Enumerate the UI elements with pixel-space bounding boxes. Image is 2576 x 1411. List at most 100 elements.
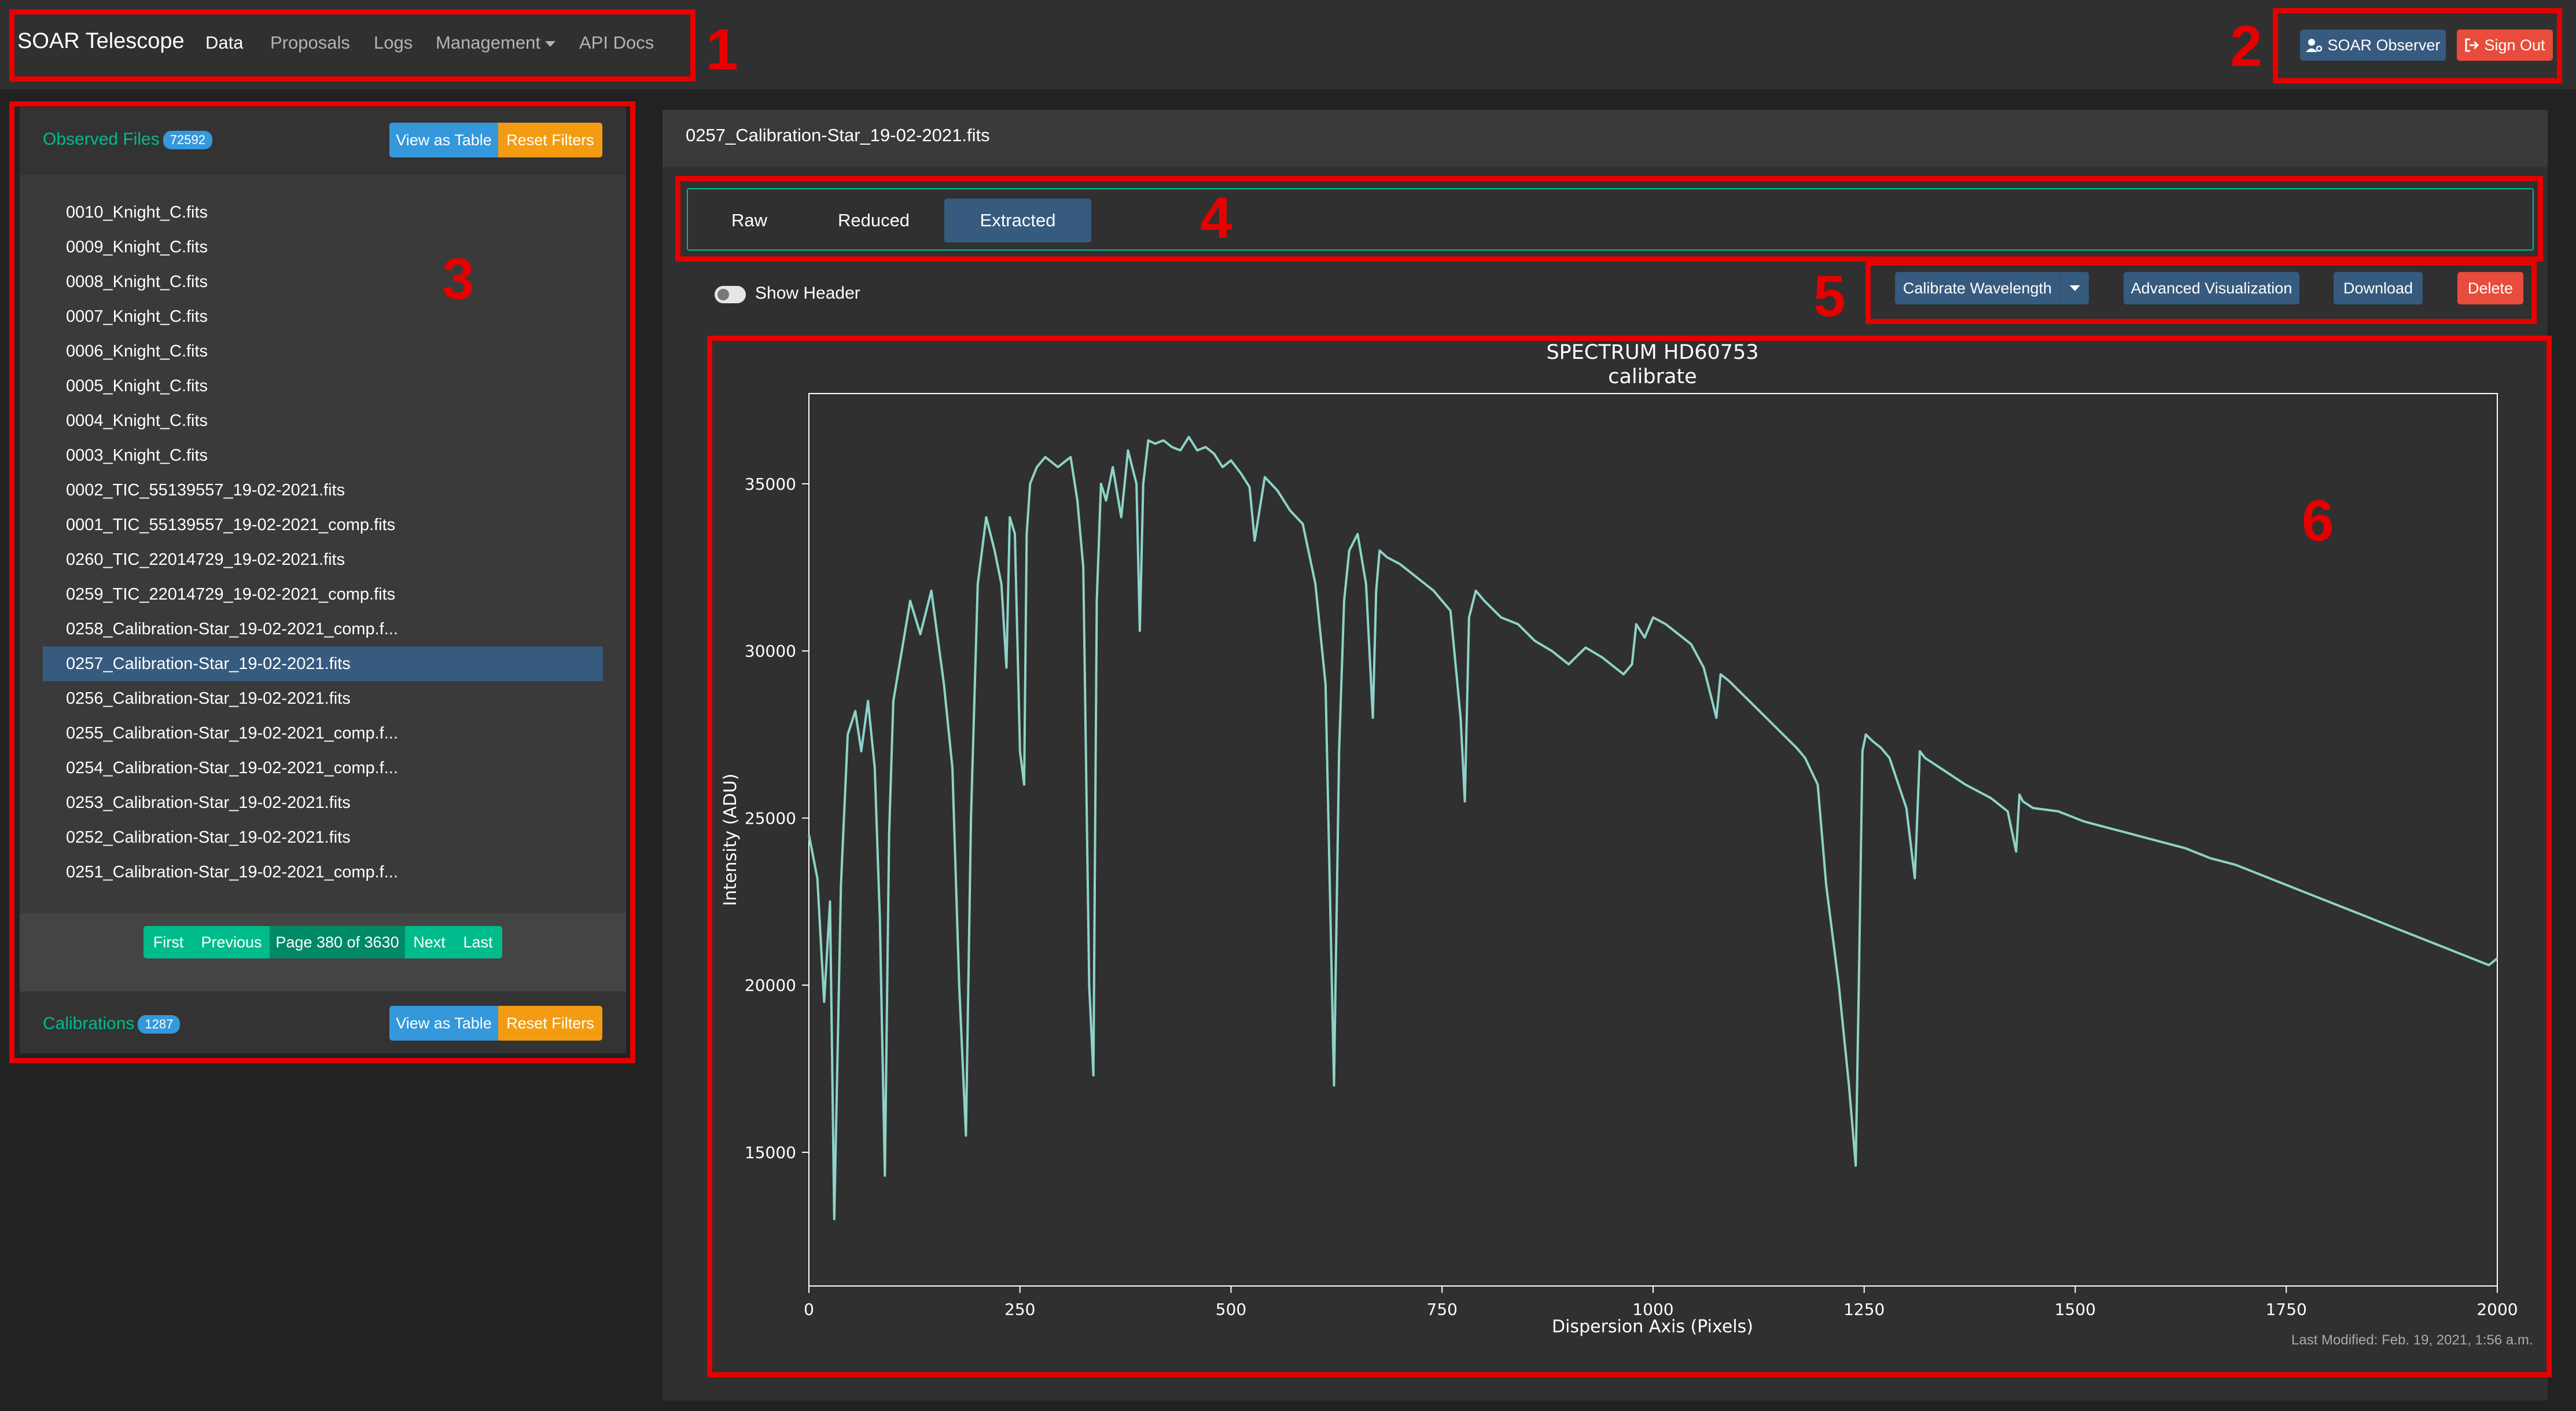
- x-tick-label: 1250: [1843, 1300, 1885, 1319]
- annotation-label-5: 5: [1813, 264, 1846, 329]
- chevron-down-icon: [2069, 285, 2080, 291]
- user-cog-icon: [2306, 39, 2323, 52]
- y-tick-label: 15000: [745, 1143, 796, 1162]
- pager-first[interactable]: First: [143, 926, 193, 958]
- nav-management[interactable]: Management: [436, 32, 555, 53]
- file-list-item[interactable]: 0254_Calibration-Star_19-02-2021_comp.f.…: [66, 759, 398, 777]
- tab-raw[interactable]: Raw: [731, 210, 767, 230]
- calibrate-dropdown-toggle[interactable]: [2060, 272, 2089, 304]
- advanced-visualization-button[interactable]: Advanced Visualization: [2124, 272, 2299, 304]
- nav-logs[interactable]: Logs: [374, 32, 413, 53]
- sign-out-icon: [2465, 38, 2479, 52]
- chart-title: SPECTRUM HD60753: [1546, 341, 1758, 364]
- annotation-label-1: 1: [706, 17, 738, 82]
- x-tick-label: 500: [1216, 1300, 1246, 1319]
- y-axis-ticks: 15000 20000 25000 30000 35000: [745, 475, 809, 1162]
- file-title: 0257_Calibration-Star_19-02-2021.fits: [686, 125, 990, 145]
- x-tick-label: 0: [804, 1300, 814, 1319]
- y-tick-label: 25000: [745, 809, 796, 828]
- x-tick-label: 2000: [2476, 1300, 2518, 1319]
- file-detail-header: [663, 110, 2548, 167]
- calibrations-title[interactable]: Calibrations 1287: [43, 1014, 181, 1034]
- annotation-label-6: 6: [2302, 488, 2334, 553]
- observed-files-title[interactable]: Observed Files 72592: [43, 130, 212, 150]
- show-header-toggle-knob: [717, 289, 729, 300]
- chevron-down-icon: [544, 41, 555, 47]
- file-list-item[interactable]: 0256_Calibration-Star_19-02-2021.fits: [66, 689, 351, 708]
- file-list-item[interactable]: 0010_Knight_C.fits: [66, 203, 208, 222]
- observed-files-count-badge: 72592: [163, 131, 212, 150]
- annotation-box-4: [675, 176, 2543, 262]
- file-list-item[interactable]: 0002_TIC_55139557_19-02-2021.fits: [66, 481, 345, 499]
- file-list-item[interactable]: 0006_Knight_C.fits: [66, 342, 208, 361]
- delete-button[interactable]: Delete: [2457, 272, 2523, 304]
- file-list-item[interactable]: 0259_TIC_22014729_19-02-2021_comp.fits: [66, 585, 396, 604]
- x-tick-label: 1500: [2055, 1300, 2096, 1319]
- calibrations-reset-filters-button[interactable]: Reset Filters: [498, 1006, 602, 1041]
- view-tabs: [687, 188, 2534, 251]
- tab-extracted[interactable]: Extracted: [944, 199, 1091, 242]
- spectrum-series-line: [808, 436, 2498, 1221]
- calibrations-label: Calibrations: [43, 1014, 135, 1033]
- y-tick-label: 20000: [745, 976, 796, 995]
- file-list-item[interactable]: 0253_Calibration-Star_19-02-2021.fits: [66, 793, 351, 812]
- file-list-item[interactable]: 0009_Knight_C.fits: [66, 238, 208, 256]
- file-list-item[interactable]: 0260_TIC_22014729_19-02-2021.fits: [66, 550, 345, 569]
- x-tick-label: 1000: [1632, 1300, 1673, 1319]
- calibrations-view-table-button[interactable]: View as Table: [389, 1006, 498, 1041]
- last-modified-text: Last Modified: Feb. 19, 2021, 1:56 a.m.: [2291, 1332, 2533, 1348]
- observed-view-table-button[interactable]: View as Table: [389, 123, 498, 157]
- y-tick-label: 30000: [745, 642, 796, 661]
- annotation-box-6: [707, 336, 2552, 1377]
- file-list-item[interactable]: 0005_Knight_C.fits: [66, 377, 208, 395]
- brand-logo[interactable]: SOAR Telescope: [17, 29, 185, 53]
- file-list-item[interactable]: 0004_Knight_C.fits: [66, 411, 208, 430]
- file-list-item[interactable]: 0001_TIC_55139557_19-02-2021_comp.fits: [66, 516, 396, 534]
- file-list-item[interactable]: 0255_Calibration-Star_19-02-2021_comp.f.…: [66, 724, 398, 743]
- top-navbar: [0, 0, 2576, 89]
- annotation-box-1: [9, 9, 695, 82]
- x-axis-label: Dispersion Axis (Pixels): [1552, 1317, 1753, 1337]
- calibrations-count-badge: 1287: [138, 1015, 181, 1034]
- annotation-label-4: 4: [1200, 186, 1232, 251]
- nav-api-docs[interactable]: API Docs: [579, 32, 654, 53]
- y-tick-label: 35000: [745, 475, 796, 494]
- pager-next[interactable]: Next: [405, 926, 454, 958]
- download-button[interactable]: Download: [2334, 272, 2423, 304]
- x-axis-ticks: 0 250 500 750 1000 1250 1500 1750 2000: [804, 1286, 2518, 1319]
- tab-reduced[interactable]: Reduced: [837, 210, 910, 230]
- file-list-item[interactable]: 0257_Calibration-Star_19-02-2021.fits: [43, 646, 603, 681]
- pager-last[interactable]: Last: [454, 926, 502, 958]
- annotation-box-2: [2273, 8, 2562, 83]
- sidebar-panel: [20, 107, 626, 1053]
- file-list-item[interactable]: 0252_Calibration-Star_19-02-2021.fits: [66, 828, 351, 847]
- nav-data[interactable]: Data: [205, 32, 244, 53]
- user-button[interactable]: SOAR Observer: [2300, 30, 2446, 61]
- pager-previous[interactable]: Previous: [193, 926, 270, 958]
- user-button-label: SOAR Observer: [2327, 36, 2441, 54]
- observed-files-label: Observed Files: [43, 130, 160, 149]
- sign-out-button[interactable]: Sign Out: [2457, 30, 2553, 61]
- annotation-box-3: [9, 101, 635, 1063]
- annotation-label-3: 3: [442, 247, 474, 311]
- file-list-item[interactable]: 0007_Knight_C.fits: [66, 307, 208, 326]
- x-tick-label: 250: [1004, 1300, 1035, 1319]
- sign-out-label: Sign Out: [2484, 36, 2545, 54]
- file-list-item[interactable]: 0003_Knight_C.fits: [66, 446, 208, 465]
- pager-current-page: Page 380 of 3630: [270, 926, 405, 958]
- spectrum-chart: SPECTRUM HD60753 calibrate 0 250 500 750 100…: [720, 341, 2518, 1337]
- annotation-label-2: 2: [2230, 14, 2262, 79]
- file-list-item[interactable]: 0008_Knight_C.fits: [66, 273, 208, 291]
- chart-subtitle: calibrate: [1608, 365, 1697, 388]
- x-tick-label: 750: [1427, 1300, 1458, 1319]
- show-header-label: Show Header: [755, 284, 860, 303]
- x-tick-label: 1750: [2266, 1300, 2307, 1319]
- nav-management-label: Management: [436, 32, 540, 53]
- file-list-item[interactable]: 0251_Calibration-Star_19-02-2021_comp.f.…: [66, 863, 398, 881]
- nav-proposals[interactable]: Proposals: [270, 32, 350, 53]
- file-list-item[interactable]: 0258_Calibration-Star_19-02-2021_comp.f.…: [66, 620, 398, 638]
- calibrate-wavelength-button[interactable]: Calibrate Wavelength: [1895, 272, 2060, 304]
- y-axis-label: Intensity (ADU): [720, 773, 741, 906]
- spectrum-plot: SPECTRUM HD60753 calibrate 0 250 500 750 100…: [707, 336, 2552, 1377]
- observed-reset-filters-button[interactable]: Reset Filters: [498, 123, 602, 157]
